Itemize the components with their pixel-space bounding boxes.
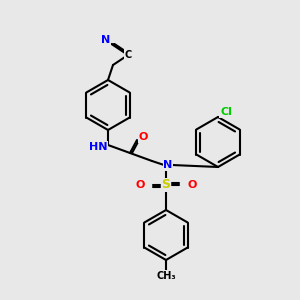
Text: Cl: Cl: [220, 107, 232, 117]
Text: HN: HN: [89, 142, 107, 152]
Text: C: C: [124, 50, 132, 60]
Text: O: O: [138, 132, 148, 142]
Text: O: O: [135, 180, 145, 190]
Text: S: S: [161, 178, 170, 191]
Text: N: N: [164, 160, 172, 170]
Text: CH₃: CH₃: [156, 271, 176, 281]
Text: O: O: [187, 180, 197, 190]
Text: N: N: [101, 35, 111, 45]
